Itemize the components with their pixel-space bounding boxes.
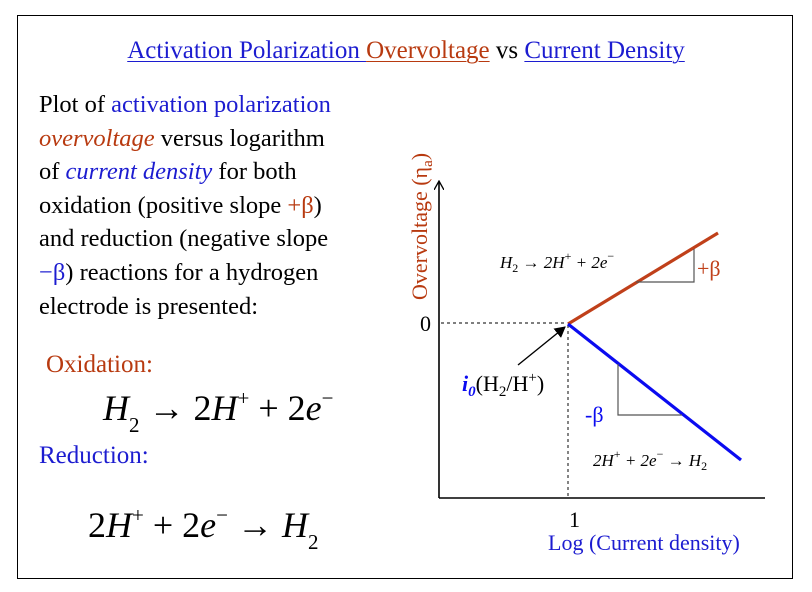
reduction-line xyxy=(567,322,742,462)
one-tick-label: 1 xyxy=(569,507,580,532)
desc-minus-beta: −β xyxy=(39,258,66,286)
y-axis-label: Overvoltage (ηa) xyxy=(407,153,436,300)
eq-h: H xyxy=(106,505,132,545)
oxidation-line xyxy=(567,231,719,326)
minus-beta-triangle xyxy=(617,364,682,416)
desc-text: ) xyxy=(313,191,322,219)
zero-tick-label: 0 xyxy=(420,311,431,336)
desc-overvoltage: overvoltage xyxy=(39,124,155,152)
reduction-equation: 2H+ + 2e− → H2 xyxy=(88,503,318,555)
eq-superscript: + xyxy=(237,386,250,410)
eq-superscript: − xyxy=(321,386,334,410)
desc-text: Plot of xyxy=(39,91,112,118)
graph-reduction-equation: 2H+ + 2e− → H2 xyxy=(593,447,707,473)
graph-oxidation-equation: H2 → 2H+ + 2e− xyxy=(499,249,614,275)
eq-arrow: → 2 xyxy=(139,388,212,428)
eq-e: e xyxy=(200,505,217,545)
slide-title: Activation Polarization Overvoltage vs C… xyxy=(0,36,812,66)
desc-activation-polarization: activation polarization xyxy=(111,91,331,118)
x-axis-label: Log (Current density) xyxy=(548,530,740,555)
reduction-label: Reduction: xyxy=(39,442,149,469)
eq-h: H xyxy=(211,388,238,428)
desc-current-density: current density xyxy=(65,158,213,186)
eq-subscript: 2 xyxy=(129,413,140,437)
exchange-current-arrow xyxy=(517,326,566,366)
title-part-current-density: Current Density xyxy=(524,37,685,64)
desc-text: of xyxy=(39,158,66,186)
eq-e: e xyxy=(305,388,322,428)
exchange-current-label: i0(H2/H+) xyxy=(462,370,544,400)
desc-text: ) reactions for a hydrogen xyxy=(65,258,319,286)
eq-superscript: − xyxy=(216,503,228,527)
title-part-overvoltage: Overvoltage xyxy=(366,37,490,64)
eq-two: 2 xyxy=(88,505,106,545)
eq-plus-two: + 2 xyxy=(143,505,201,545)
minus-beta-label: -β xyxy=(585,402,604,427)
desc-text: and reduction (negative slope xyxy=(39,225,329,253)
eq-subscript: 2 xyxy=(307,530,319,554)
eq-h: H xyxy=(103,388,129,428)
description-paragraph: Plot of activation polarization overvolt… xyxy=(39,88,399,323)
title-part-activation: Activation Polarization xyxy=(127,37,367,64)
plus-beta-triangle xyxy=(636,249,695,283)
desc-text: electrode is presented: xyxy=(39,292,259,320)
eq-superscript: + xyxy=(132,503,144,527)
title-part-vs: vs xyxy=(489,37,525,64)
eq-arrow: → xyxy=(227,505,282,545)
oxidation-equation: H2 → 2H+ + 2e− xyxy=(103,386,333,438)
desc-text: oxidation (positive slope xyxy=(39,191,288,219)
oxidation-label: Oxidation: xyxy=(46,351,153,378)
slide-frame xyxy=(17,15,793,579)
eq-h: H xyxy=(281,505,308,545)
desc-text: versus logarithm xyxy=(154,124,325,152)
desc-plus-beta: +β xyxy=(287,191,314,219)
plus-beta-label: +β xyxy=(697,256,721,281)
desc-text: for both xyxy=(212,158,297,186)
eq-plus-two: + 2 xyxy=(249,388,306,428)
